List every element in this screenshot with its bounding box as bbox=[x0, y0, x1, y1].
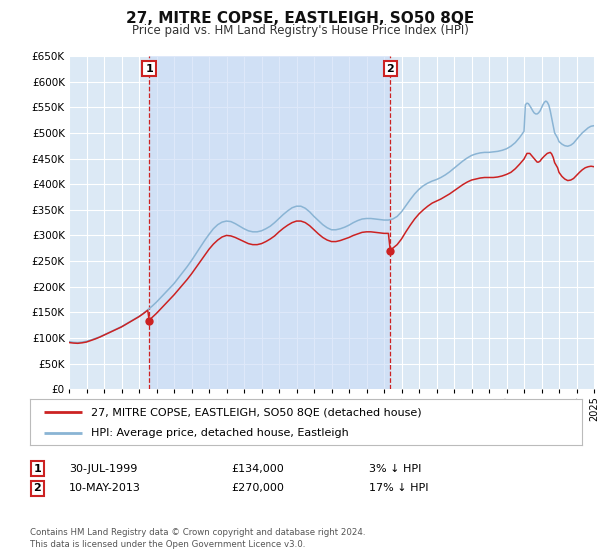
Text: Contains HM Land Registry data © Crown copyright and database right 2024.: Contains HM Land Registry data © Crown c… bbox=[30, 528, 365, 537]
Text: £134,000: £134,000 bbox=[231, 464, 284, 474]
Text: HPI: Average price, detached house, Eastleigh: HPI: Average price, detached house, East… bbox=[91, 428, 349, 438]
Text: Price paid vs. HM Land Registry's House Price Index (HPI): Price paid vs. HM Land Registry's House … bbox=[131, 24, 469, 36]
Text: 1: 1 bbox=[145, 64, 153, 74]
Text: 1: 1 bbox=[34, 464, 41, 474]
Bar bbox=[149, 56, 391, 389]
Text: 17% ↓ HPI: 17% ↓ HPI bbox=[369, 483, 428, 493]
Text: 27, MITRE COPSE, EASTLEIGH, SO50 8QE (detached house): 27, MITRE COPSE, EASTLEIGH, SO50 8QE (de… bbox=[91, 407, 421, 417]
Text: £270,000: £270,000 bbox=[231, 483, 284, 493]
Text: 27, MITRE COPSE, EASTLEIGH, SO50 8QE: 27, MITRE COPSE, EASTLEIGH, SO50 8QE bbox=[126, 11, 474, 26]
Text: 30-JUL-1999: 30-JUL-1999 bbox=[69, 464, 137, 474]
Text: 2: 2 bbox=[34, 483, 41, 493]
Text: 2: 2 bbox=[386, 64, 394, 74]
Text: This data is licensed under the Open Government Licence v3.0.: This data is licensed under the Open Gov… bbox=[30, 540, 305, 549]
Text: 3% ↓ HPI: 3% ↓ HPI bbox=[369, 464, 421, 474]
Text: 10-MAY-2013: 10-MAY-2013 bbox=[69, 483, 141, 493]
